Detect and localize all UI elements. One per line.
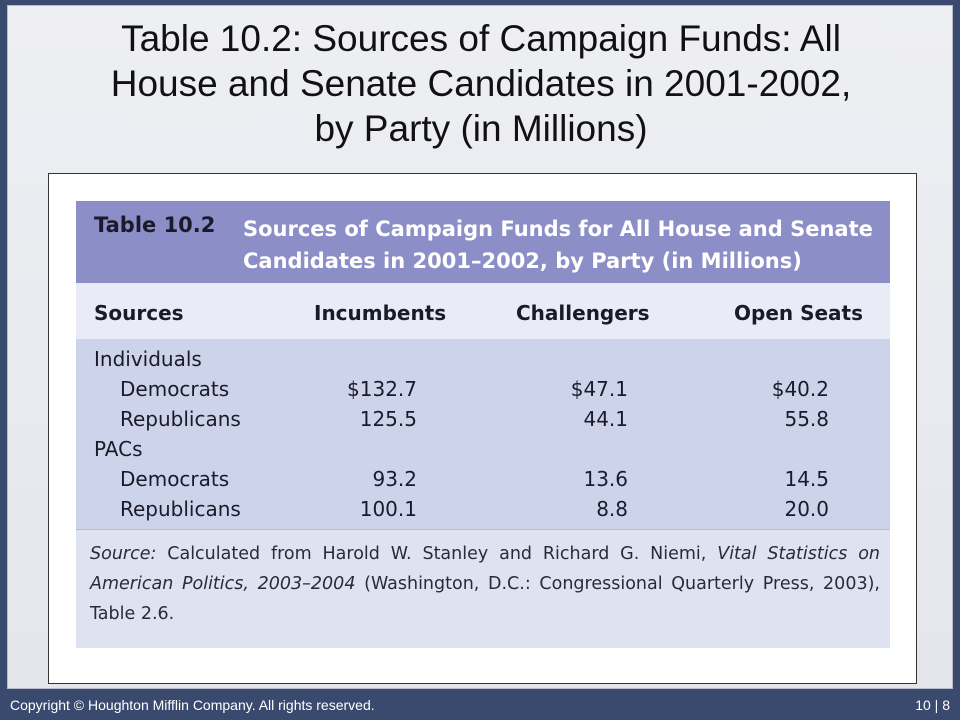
cell-incumbents: 100.1 — [359, 497, 417, 521]
cell-open-seats: $40.2 — [771, 377, 829, 401]
group-row: Individuals — [76, 345, 890, 375]
page-number: 10 | 8 — [915, 697, 950, 713]
column-headers: Sources Incumbents Challengers Open Seat… — [76, 283, 890, 340]
table-body: Individuals Democrats $132.7 $47.1 $40.2… — [76, 339, 890, 529]
source-note: Source: Calculated from Harold W. Stanle… — [90, 539, 880, 629]
group-label: Individuals — [94, 347, 202, 371]
cell-incumbents: 93.2 — [372, 467, 417, 491]
copyright-notice: Copyright © Houghton Mifflin Company. Al… — [10, 697, 375, 713]
column-header-sources: Sources — [94, 301, 184, 325]
slide: Table 10.2: Sources of Campaign Funds: A… — [7, 5, 953, 689]
table-header: Table 10.2 Sources of Campaign Funds for… — [76, 201, 890, 283]
column-header-incumbents: Incumbents — [314, 301, 447, 325]
table-figure: Table 10.2 Sources of Campaign Funds for… — [48, 173, 917, 684]
source-text: (Washington, D.C.: Congressional Quarter… — [90, 574, 880, 624]
table-title-line: Candidates in 2001–2002, by Party (in Mi… — [243, 249, 802, 273]
source-prefix: Source: — [90, 544, 157, 564]
row-label: Democrats — [120, 467, 230, 491]
table-title-line: Sources of Campaign Funds for All House … — [243, 217, 873, 241]
table-row: Democrats 93.2 13.6 14.5 — [76, 465, 890, 495]
source-title: Vital Statistics on American Politics, 2… — [90, 544, 881, 594]
cell-challengers: 13.6 — [583, 467, 628, 491]
table-title: Sources of Campaign Funds for All House … — [243, 213, 883, 277]
cell-incumbents: $132.7 — [347, 377, 417, 401]
column-header-open-seats: Open Seats — [734, 301, 864, 325]
column-header-challengers: Challengers — [516, 301, 650, 325]
slide-title: Table 10.2: Sources of Campaign Funds: A… — [8, 16, 954, 151]
table-row: Republicans 125.5 44.1 55.8 — [76, 405, 890, 435]
row-label: Democrats — [120, 377, 230, 401]
slide-title-line: House and Senate Candidates in 2001-2002… — [110, 63, 852, 104]
cell-challengers: 8.8 — [596, 497, 628, 521]
group-label: PACs — [94, 437, 143, 461]
group-row: PACs — [76, 435, 890, 465]
cell-open-seats: 20.0 — [784, 497, 829, 521]
cell-incumbents: 125.5 — [359, 407, 417, 431]
cell-open-seats: 55.8 — [784, 407, 829, 431]
cell-open-seats: 14.5 — [784, 467, 829, 491]
cell-challengers: $47.1 — [570, 377, 628, 401]
table-panel: Table 10.2 Sources of Campaign Funds for… — [76, 201, 890, 648]
table-divider — [76, 529, 890, 530]
table-row: Republicans 100.1 8.8 20.0 — [76, 495, 890, 525]
table-row: Democrats $132.7 $47.1 $40.2 — [76, 375, 890, 405]
slide-title-line: by Party (in Millions) — [314, 108, 648, 149]
table-number: Table 10.2 — [94, 213, 216, 237]
row-label: Republicans — [120, 407, 241, 431]
cell-challengers: 44.1 — [583, 407, 628, 431]
row-label: Republicans — [120, 497, 241, 521]
slide-title-line: Table 10.2: Sources of Campaign Funds: A… — [121, 18, 841, 59]
source-text: Calculated from Harold W. Stanley and Ri… — [156, 544, 718, 564]
